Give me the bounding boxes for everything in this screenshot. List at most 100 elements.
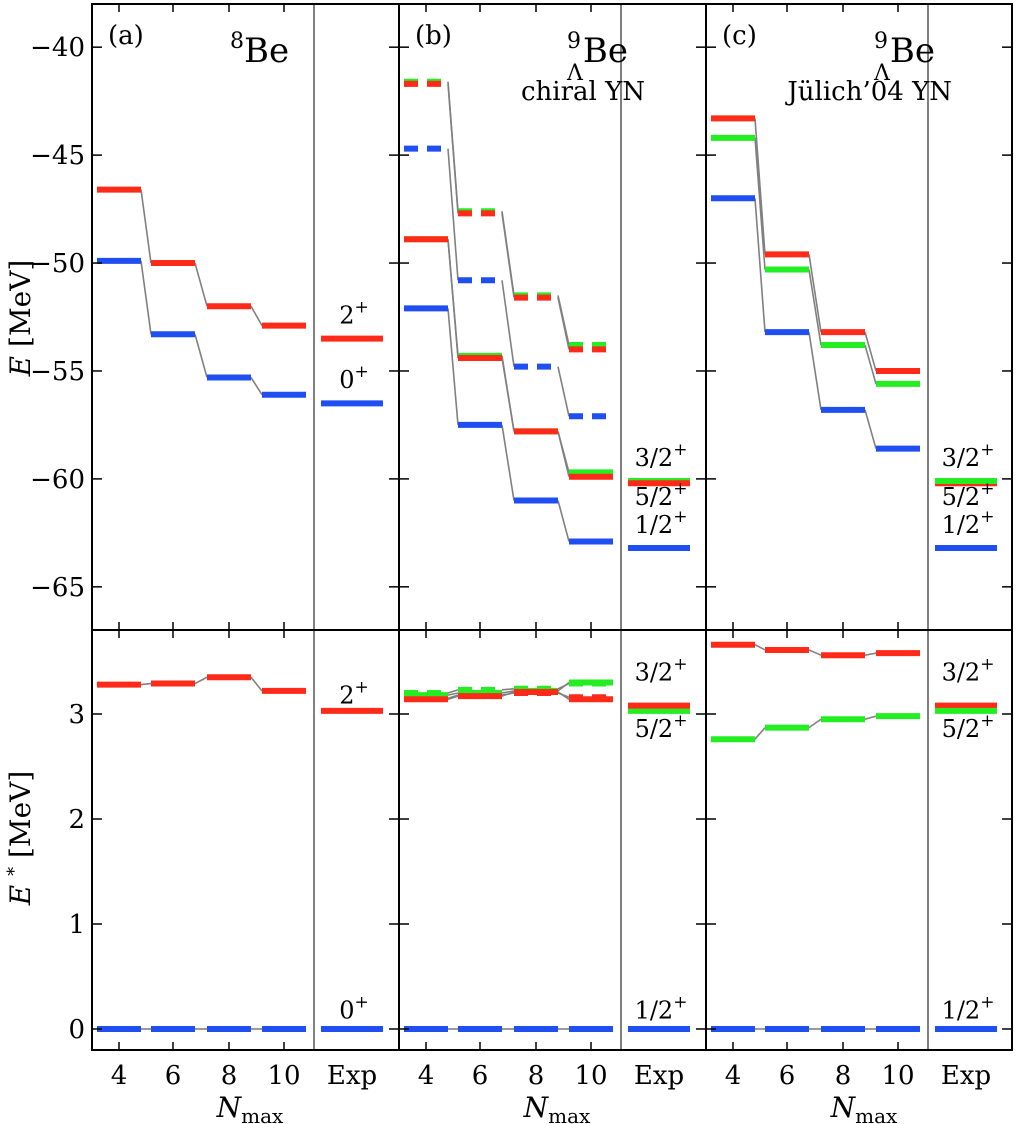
exp-label-base: 5/2 <box>942 715 981 743</box>
exp-level-label-top: 3/2+ <box>942 440 995 472</box>
connector-line-top <box>754 137 766 270</box>
exp-label-base: 5/2 <box>942 483 981 511</box>
exp-label-sup: + <box>355 297 369 317</box>
exp-level-label-bottom: 1/2+ <box>635 993 688 1025</box>
connector-line-bottom <box>447 694 459 700</box>
exp-label-base: 3/2 <box>942 658 981 686</box>
exp-level-label-top: 1/2+ <box>942 507 995 539</box>
x-axis-label-var: N <box>830 1091 857 1124</box>
exp-level-label-bottom: 0+ <box>339 993 369 1025</box>
connector-line-top <box>557 297 570 350</box>
connector-line-top <box>140 260 152 335</box>
exp-level-label-top: 3/2+ <box>635 440 688 472</box>
nucleus-symbol: Be <box>890 31 935 71</box>
connector-line-bottom <box>447 695 459 701</box>
connector-line-top <box>808 269 822 346</box>
exp-label-base: 1/2 <box>635 997 674 1025</box>
connector-line-top <box>250 377 263 396</box>
nucleus-label: 9 ΛBe <box>566 29 628 86</box>
x-axis-label: Nmax <box>216 1091 284 1124</box>
connector-line-bottom <box>808 649 822 656</box>
x-tick-label: 4 <box>725 1061 742 1091</box>
connector-line-top <box>447 148 459 281</box>
connector-line-top <box>808 331 822 410</box>
exp-label-sup: + <box>673 654 687 674</box>
x-tick-label-exp: Exp <box>634 1061 684 1091</box>
exp-level-label-top: 5/2+ <box>635 479 688 511</box>
connector-line-bottom <box>194 676 208 685</box>
connector-line-top <box>501 424 515 501</box>
exp-label-sup: + <box>980 479 994 499</box>
exp-level-label-bottom: 5/2+ <box>942 711 995 743</box>
exp-label-base: 2 <box>339 301 354 329</box>
x-axis-label-var: N <box>523 1091 550 1124</box>
exp-label-sup: + <box>673 440 687 460</box>
exp-level-label-bottom: 5/2+ <box>635 711 688 743</box>
connector-line-top <box>194 334 208 378</box>
nucleus-hyperon: Λ <box>873 61 891 86</box>
exp-label-base: 2 <box>339 682 354 710</box>
exp-label-sup: + <box>980 440 994 460</box>
connector-line-top <box>447 83 459 214</box>
connector-line-top <box>557 500 570 542</box>
exp-level-label-bottom: 3/2+ <box>635 654 688 686</box>
exp-label-sup: + <box>355 362 369 382</box>
exp-level-label-bottom: 1/2+ <box>942 993 995 1025</box>
y-axis-label-bottom-var: E <box>4 885 37 906</box>
connector-line-bottom <box>250 676 263 692</box>
exp-level-label-top: 5/2+ <box>942 479 995 511</box>
exp-label-base: 1/2 <box>635 511 674 539</box>
exp-label-base: 0 <box>339 366 354 394</box>
exp-label-base: 1/2 <box>942 511 981 539</box>
y-tick-label-bottom: 3 <box>68 700 85 730</box>
nucleus-mass: 9 <box>874 29 888 54</box>
x-axis-label-var: N <box>216 1091 243 1124</box>
panel-tag: (b) <box>415 21 452 51</box>
y-axis-label-top: E [MeV] <box>4 260 37 378</box>
exp-label-base: 1/2 <box>942 997 981 1025</box>
x-tick-label: 6 <box>472 1061 489 1091</box>
x-axis-label: Nmax <box>523 1091 591 1124</box>
exp-label-sup: + <box>673 479 687 499</box>
connector-line-top <box>557 431 570 477</box>
x-axis-label: Nmax <box>830 1091 898 1124</box>
y-tick-label-bottom: 1 <box>68 910 85 940</box>
y-axis-label-bottom-unit: [MeV] <box>4 771 37 858</box>
connector-line-bottom <box>501 690 515 694</box>
nucleus-mass: 9 <box>567 29 581 54</box>
connector-line-top <box>447 308 459 425</box>
x-tick-label-exp: Exp <box>327 1061 377 1091</box>
connector-line-top <box>754 118 766 255</box>
x-tick-label: 4 <box>418 1061 435 1091</box>
connector-line-top <box>864 409 877 449</box>
x-tick-label: 4 <box>111 1061 128 1091</box>
exp-label-sup: + <box>673 993 687 1013</box>
y-tick-label-top: −60 <box>30 465 85 495</box>
y-axis-label-bottom: E * [MeV] <box>0 771 37 907</box>
connector-line-top <box>194 262 208 307</box>
x-axis-label-sub: max <box>241 1104 284 1124</box>
exp-label-sup: + <box>980 711 994 731</box>
x-tick-label: 8 <box>221 1061 238 1091</box>
x-tick-label: 10 <box>267 1061 300 1091</box>
panel-tag: (a) <box>108 21 144 51</box>
exp-level-label-bottom: 3/2+ <box>942 654 995 686</box>
plot-frame <box>91 3 1013 1051</box>
connector-line-top <box>557 366 570 417</box>
connector-line-bottom <box>501 688 515 691</box>
exp-label-sup: + <box>673 711 687 731</box>
y-tick-label-top: −50 <box>30 249 85 279</box>
x-tick-label: 10 <box>881 1061 914 1091</box>
connector-line-top <box>250 305 263 327</box>
nucleus-mass: 8 <box>230 29 244 54</box>
exp-label-base: 5/2 <box>635 483 674 511</box>
connector-line-bottom <box>501 691 515 697</box>
exp-label-sup: + <box>355 678 369 698</box>
connector-line-bottom <box>140 682 152 686</box>
connector-line-top <box>140 189 152 264</box>
nucleus-hyperon: Λ <box>566 61 584 86</box>
y-tick-label-top: −65 <box>30 573 85 603</box>
connector-line-bottom <box>447 689 459 694</box>
connector-line-top <box>864 331 877 372</box>
